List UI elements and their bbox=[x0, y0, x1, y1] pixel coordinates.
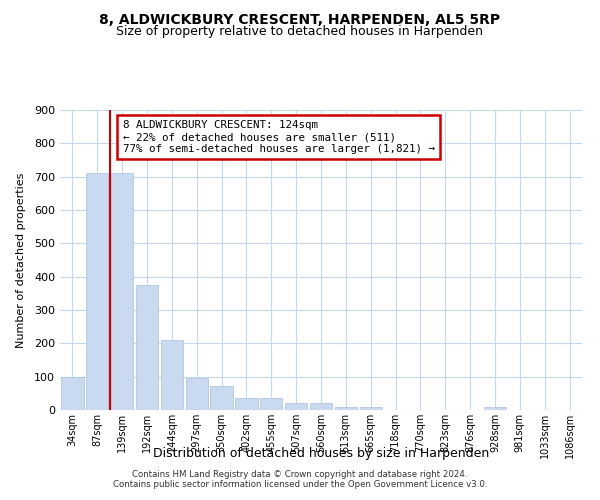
Text: Size of property relative to detached houses in Harpenden: Size of property relative to detached ho… bbox=[116, 25, 484, 38]
Text: 8 ALDWICKBURY CRESCENT: 124sqm
← 22% of detached houses are smaller (511)
77% of: 8 ALDWICKBURY CRESCENT: 124sqm ← 22% of … bbox=[122, 120, 434, 154]
Bar bbox=[484, 406, 506, 410]
Bar bbox=[185, 378, 208, 410]
Bar bbox=[359, 406, 382, 410]
Y-axis label: Number of detached properties: Number of detached properties bbox=[16, 172, 26, 348]
Text: Distribution of detached houses by size in Harpenden: Distribution of detached houses by size … bbox=[153, 448, 489, 460]
Bar bbox=[136, 285, 158, 410]
Bar bbox=[161, 340, 183, 410]
Bar bbox=[235, 398, 257, 410]
Bar bbox=[260, 398, 283, 410]
Bar bbox=[86, 174, 109, 410]
Bar bbox=[211, 386, 233, 410]
Bar bbox=[111, 174, 133, 410]
Bar bbox=[61, 376, 83, 410]
Bar bbox=[310, 402, 332, 410]
Text: 8, ALDWICKBURY CRESCENT, HARPENDEN, AL5 5RP: 8, ALDWICKBURY CRESCENT, HARPENDEN, AL5 … bbox=[100, 12, 500, 26]
Bar bbox=[285, 402, 307, 410]
Text: Contains HM Land Registry data © Crown copyright and database right 2024.
Contai: Contains HM Land Registry data © Crown c… bbox=[113, 470, 487, 489]
Bar bbox=[335, 406, 357, 410]
